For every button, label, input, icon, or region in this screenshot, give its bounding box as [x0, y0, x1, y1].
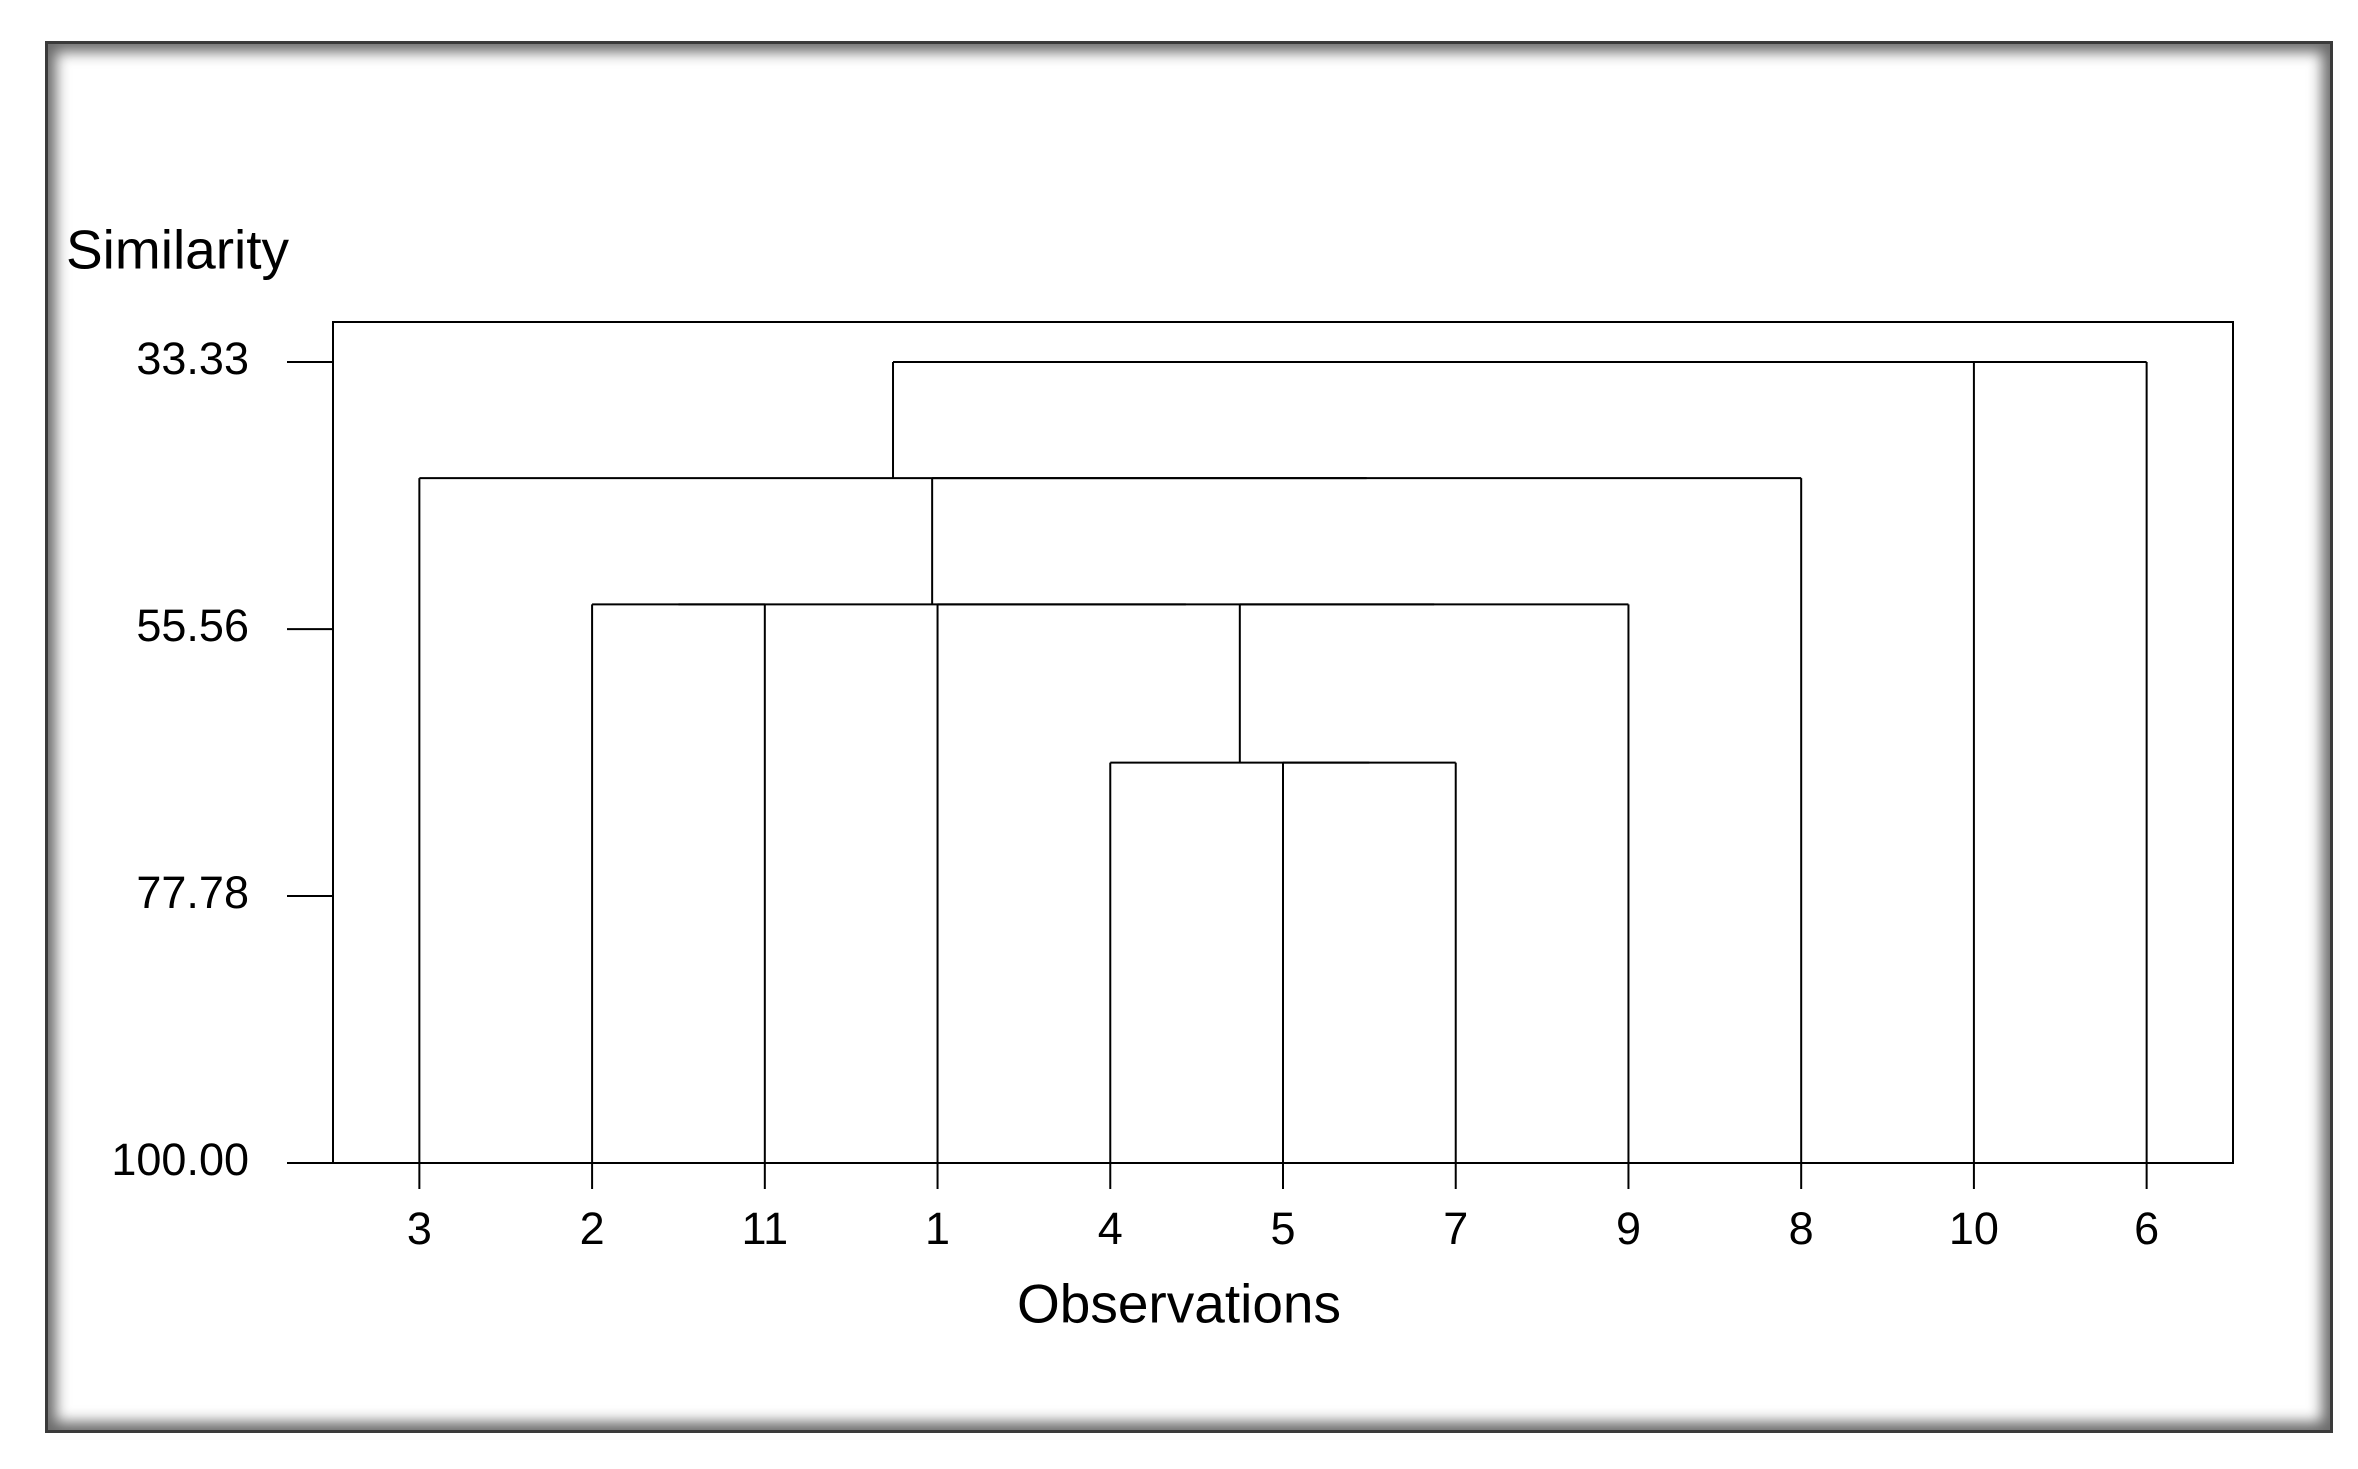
- y-tick-label: 33.33: [136, 333, 249, 384]
- y-tick-label: 77.78: [136, 867, 249, 918]
- x-tick-label: 10: [1949, 1203, 1999, 1254]
- x-tick-label: 2: [580, 1203, 605, 1254]
- x-tick-label: 11: [741, 1203, 788, 1254]
- x-tick-label: 4: [1098, 1203, 1123, 1254]
- x-tick-label: 5: [1270, 1203, 1295, 1254]
- x-tick-label: 8: [1789, 1203, 1814, 1254]
- y-axis-label: Similarity: [66, 219, 290, 281]
- y-tick-label: 55.56: [136, 600, 249, 651]
- chart-frame: [45, 41, 2333, 1433]
- x-axis-label: Observations: [1017, 1273, 1341, 1335]
- x-tick-label: 9: [1616, 1203, 1641, 1254]
- x-tick-label: 3: [407, 1203, 432, 1254]
- x-tick-label: 1: [925, 1203, 950, 1254]
- y-tick-label: 100.00: [111, 1134, 249, 1185]
- x-tick-label: 7: [1443, 1203, 1468, 1254]
- x-tick-label: 6: [2134, 1203, 2159, 1254]
